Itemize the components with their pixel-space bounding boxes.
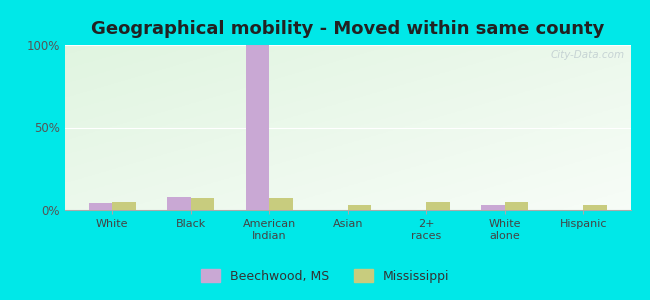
Bar: [584, 205, 607, 210]
Title: Geographical mobility - Moved within same county: Geographical mobility - Moved within sam…: [91, 20, 604, 38]
Bar: [88, 203, 112, 210]
Bar: [269, 199, 292, 210]
Legend: Beechwood, MS, Mississippi: Beechwood, MS, Mississippi: [196, 264, 454, 288]
Text: City-Data.com: City-Data.com: [551, 50, 625, 60]
Bar: [190, 199, 214, 210]
Bar: [348, 205, 371, 210]
Bar: [426, 202, 450, 210]
Bar: [505, 202, 528, 210]
Bar: [246, 45, 269, 210]
Bar: [481, 205, 505, 210]
Bar: [112, 202, 136, 210]
Bar: [167, 197, 190, 210]
